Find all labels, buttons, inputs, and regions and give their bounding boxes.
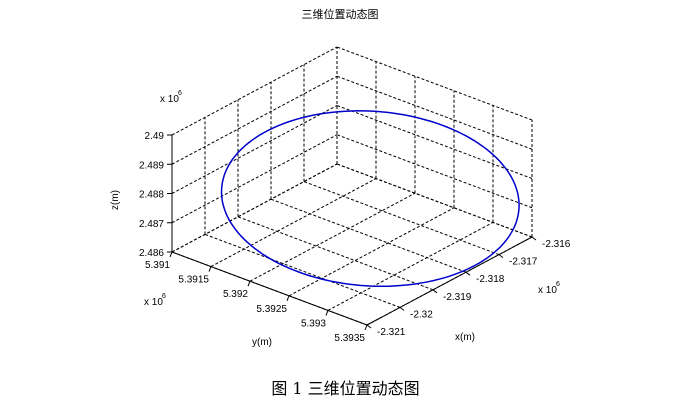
- y-tick-label: 5.391: [145, 260, 170, 271]
- x-tick-label: -2.321: [377, 327, 406, 338]
- x-tick-label: -2.316: [542, 239, 571, 250]
- grid-line: [336, 105, 533, 179]
- chart-title: 三维位置动态图: [302, 7, 379, 21]
- grid-line: [336, 75, 533, 150]
- y-tick: [247, 281, 251, 287]
- x-tick-label: -2.318: [476, 274, 505, 285]
- x-tick: [366, 324, 372, 329]
- x-scale-factor: x 10 6: [538, 281, 560, 296]
- grid-line: [237, 216, 434, 291]
- grid-line: [303, 181, 500, 256]
- y-tick-label: 5.3935: [334, 333, 365, 344]
- figure-caption: 图 1 三维位置动态图: [271, 379, 420, 398]
- series-layer: [220, 110, 520, 288]
- y-tick-label: 5.3925: [256, 304, 287, 315]
- y-tick-label: 5.392: [223, 289, 248, 300]
- x-tick-label: -2.319: [443, 292, 472, 303]
- y-tick: [325, 310, 329, 316]
- x-scale-exp: 6: [556, 281, 560, 288]
- y-axis-line: [171, 251, 368, 326]
- grid-line: [270, 198, 467, 273]
- z-scale-exp: 6: [178, 90, 182, 97]
- z-tick-label: 2.489: [139, 160, 164, 171]
- grid-line: [171, 46, 338, 136]
- grid-line: [327, 221, 494, 311]
- grid-line: [171, 134, 338, 224]
- y-tick: [169, 251, 173, 258]
- y-axis-label: y(m): [252, 337, 272, 348]
- y-tick-label: 5.393: [301, 318, 326, 329]
- z-axis-label: z(m): [110, 190, 121, 210]
- y-scale-text: x 10: [144, 297, 163, 308]
- grid-line: [336, 134, 533, 209]
- x-tick: [399, 306, 405, 311]
- grid-line: [336, 163, 533, 238]
- grid-line: [171, 163, 338, 253]
- z-tick-label: 2.49: [145, 131, 165, 142]
- axes-box: [167, 134, 537, 331]
- grid-lines: [171, 46, 533, 326]
- x-scale-text: x 10: [538, 285, 557, 296]
- z-tick-label: 2.486: [139, 248, 164, 259]
- x-axis-label: x(m): [455, 332, 475, 343]
- x-tick-label: -2.32: [410, 309, 433, 320]
- z-tick-label: 2.487: [139, 219, 164, 230]
- x-tick-label: -2.317: [509, 257, 538, 268]
- grid-line: [171, 75, 338, 165]
- y-scale-exp: 6: [162, 293, 166, 300]
- z-tick-label: 2.488: [139, 190, 164, 201]
- grid-line: [171, 163, 338, 253]
- y-scale-factor: x 10 6: [144, 293, 166, 308]
- z-scale-factor: x 10 6: [160, 90, 182, 105]
- x-axis-line: [366, 236, 533, 326]
- grid-line: [336, 46, 533, 121]
- x-tick: [432, 289, 438, 294]
- z-scale-text: x 10: [160, 94, 179, 105]
- grid-line: [288, 207, 455, 297]
- y-tick: [286, 295, 290, 301]
- y-tick: [208, 266, 212, 272]
- y-tick-label: 5.3915: [178, 275, 209, 286]
- y-tick: [364, 324, 368, 331]
- x-tick: [498, 254, 504, 259]
- grid-line: [210, 178, 377, 268]
- tick-labels: -2.321 -2.32 -2.319 -2.318 -2.317 -2.316 5.393…: [139, 131, 571, 344]
- x-tick: [531, 236, 537, 241]
- grid-line: [249, 192, 416, 282]
- x-tick: [465, 271, 471, 276]
- grid-line: [171, 105, 338, 194]
- series-line: [220, 110, 520, 288]
